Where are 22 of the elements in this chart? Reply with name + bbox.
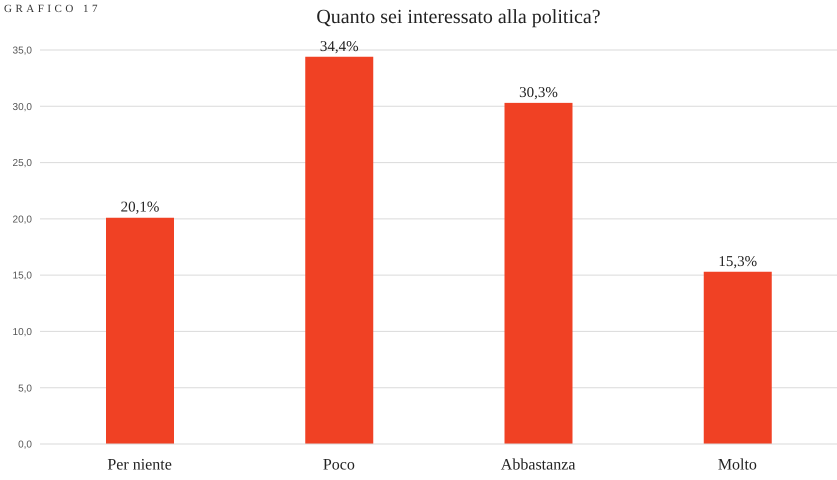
data-label: 34,4% — [320, 38, 359, 55]
y-tick-label: 0,0 — [18, 440, 32, 451]
y-tick-label: 15,0 — [12, 270, 32, 282]
chart-title: Quanto sei interessato alla politica? — [316, 6, 601, 28]
text: GRAFICO 17 — [4, 3, 102, 15]
data-label: 20,1% — [120, 200, 160, 216]
y-tick-label: 10,0 — [12, 326, 32, 338]
x-tick-label: Per niente — [107, 456, 172, 474]
x-tick-label: Molto — [718, 456, 757, 474]
y-tick-label: 25,0 — [12, 158, 32, 170]
bar — [106, 218, 174, 444]
x-tick-label: Abbastanza — [500, 456, 576, 474]
y-tick-label: 35,0 — [12, 46, 32, 57]
y-tick-label: 20,0 — [12, 214, 32, 226]
data-label: 30,3% — [519, 84, 558, 101]
x-tick-label: Poco — [322, 456, 355, 474]
y-tick-label: 30,0 — [12, 102, 32, 113]
data-label: 15,3% — [718, 254, 758, 270]
bar — [704, 272, 772, 444]
bar — [305, 56, 374, 444]
y-tick-label: 5,0 — [18, 383, 32, 394]
bar — [504, 102, 572, 444]
